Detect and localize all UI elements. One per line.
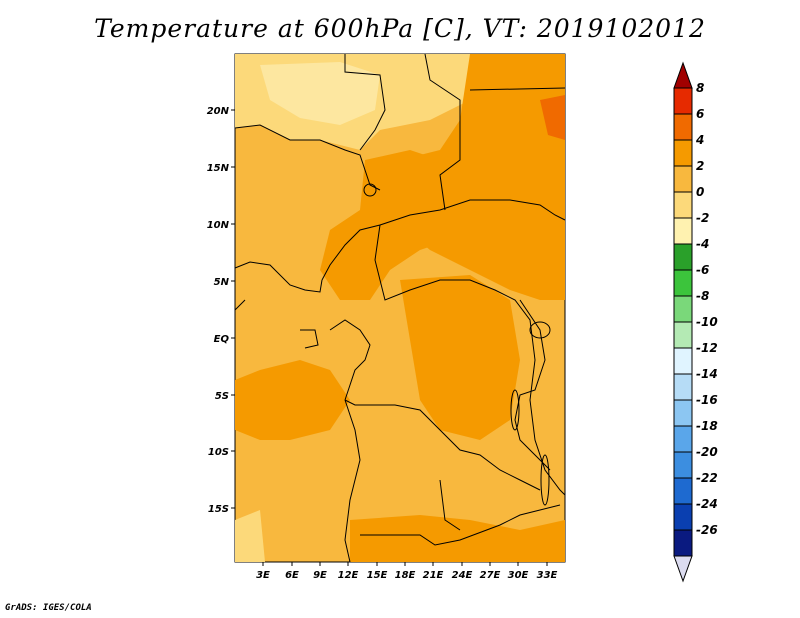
lon-label-15e: 15E — [367, 570, 388, 581]
lon-label-27e: 27E — [480, 570, 501, 581]
lon-label-30e: 30E — [508, 570, 529, 581]
colorbar-level-label: -24 — [696, 497, 718, 511]
colorbar-level-label: -22 — [696, 471, 718, 485]
lon-label-21e: 21E — [423, 570, 444, 581]
colorbar-level-label: -26 — [696, 523, 718, 537]
lat-label-5n: 5N — [214, 277, 230, 288]
colorbar-swatch — [673, 295, 693, 323]
grads-credit: GrADS: IGES/COLA — [5, 603, 92, 613]
colorbar-level-label: 8 — [696, 81, 704, 95]
colorbar-swatch — [673, 165, 693, 193]
colorbar-level-label: -8 — [696, 289, 709, 303]
lon-label-24e: 24E — [452, 570, 473, 581]
lat-label-20n: 20N — [207, 106, 230, 117]
lon-label-9e: 9E — [313, 570, 327, 581]
country-borders — [234, 53, 566, 563]
lat-label-5s: 5S — [215, 391, 229, 402]
colorbar-swatch — [673, 321, 693, 349]
temperature-field — [235, 54, 565, 562]
colorbar-level-label: 6 — [696, 107, 704, 121]
lat-label-10s: 10S — [208, 447, 229, 458]
colorbar-swatch — [673, 425, 693, 453]
lat-label-eq: EQ — [214, 334, 230, 345]
colorbar-swatch — [673, 347, 693, 375]
colorbar-level-label: -16 — [696, 393, 718, 407]
lat-label-10n: 10N — [207, 220, 230, 231]
colorbar-top-arrow — [673, 61, 693, 89]
lon-label-12e: 12E — [338, 570, 359, 581]
colorbar-swatch — [673, 451, 693, 479]
colorbar-swatch — [673, 139, 693, 167]
colorbar-bottom-arrow — [673, 555, 693, 583]
colorbar-swatch — [673, 191, 693, 219]
colorbar-swatch — [673, 399, 693, 427]
colorbar-level-label: -14 — [696, 367, 718, 381]
colorbar-level-label: -10 — [696, 315, 718, 329]
colorbar-level-label: -4 — [696, 237, 709, 251]
map-title: Temperature at 600hPa [C], VT: 201910201… — [94, 14, 706, 43]
colorbar-swatch — [673, 503, 693, 531]
lon-label-18e: 18E — [395, 570, 416, 581]
colorbar-level-label: -2 — [696, 211, 709, 225]
colorbar-level-label: -20 — [696, 445, 718, 459]
lon-label-3e: 3E — [256, 570, 270, 581]
lakes — [363, 183, 551, 506]
colorbar-swatch — [673, 217, 693, 245]
colorbar-swatch — [673, 269, 693, 297]
colorbar-swatch — [673, 243, 693, 271]
colorbar-swatch — [673, 373, 693, 401]
lat-label-15n: 15N — [207, 163, 230, 174]
latitude-axis: 20N 15N 10N 5N EQ 5S 10S 15S — [207, 106, 235, 515]
colorbar-swatch — [673, 477, 693, 505]
lat-label-15s: 15S — [208, 504, 229, 515]
colorbar-level-label: 0 — [696, 185, 704, 199]
colorbar-swatch — [673, 529, 693, 557]
colorbar-level-label: 2 — [696, 159, 704, 173]
colorbar-swatch — [673, 113, 693, 141]
colorbar: 8 6 4 2 0 -2 -4 -6 -8 -10 -12 -14 -16 -18 -20 -22 -24 -26 — [673, 61, 718, 583]
colorbar-level-label: -12 — [696, 341, 718, 355]
lon-label-6e: 6E — [285, 570, 299, 581]
colorbar-level-label: -6 — [696, 263, 709, 277]
colorbar-level-label: 4 — [695, 133, 704, 147]
colorbar-swatch — [673, 87, 693, 115]
longitude-axis: 3E 6E 9E 12E 15E 18E 21E 24E 27E 30E 33E — [256, 562, 558, 581]
lon-label-33e: 33E — [537, 570, 558, 581]
colorbar-level-label: -18 — [696, 419, 718, 433]
